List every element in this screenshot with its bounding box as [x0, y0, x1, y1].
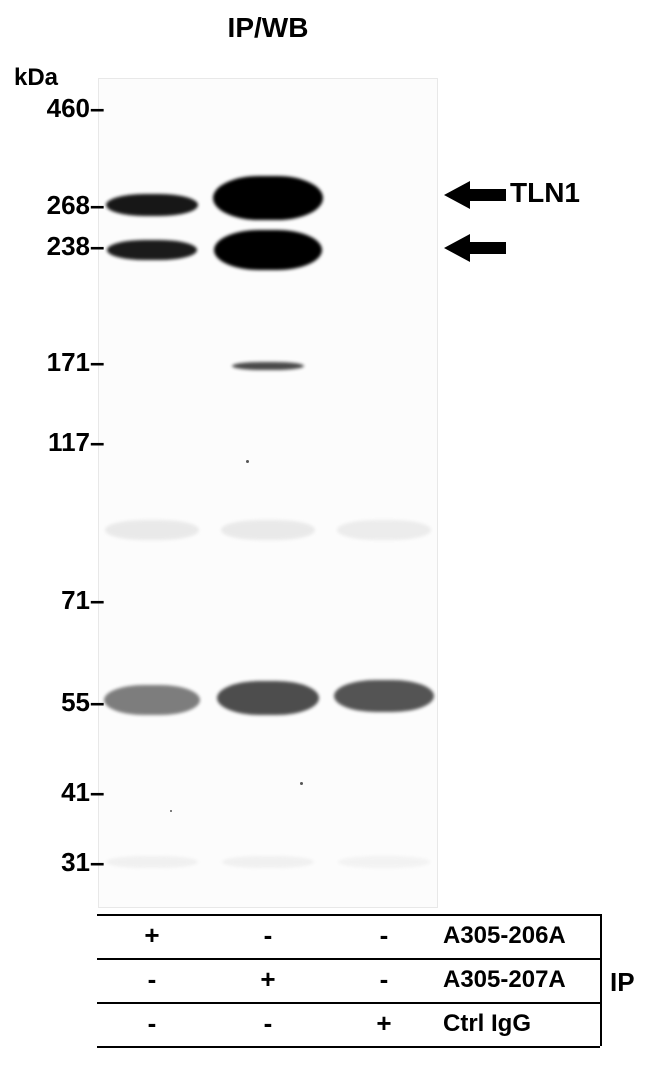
lane-cell: -: [366, 964, 402, 995]
western-blot-figure: IP/WB kDa 460– 268– 238– 171– 117– 71– 55– 41– 3…: [0, 0, 650, 1071]
mw-tick-label: 71: [61, 585, 90, 615]
lane-cell: -: [250, 920, 286, 951]
blot-band: [106, 194, 198, 216]
lane-table-rule: [97, 1002, 600, 1004]
mw-tick: 41–: [0, 777, 104, 808]
lane-cell: +: [366, 1008, 402, 1039]
blot-band: [104, 685, 200, 715]
blot-band: [214, 230, 322, 270]
mw-tick-label: 117: [48, 427, 90, 457]
lane-cell: -: [250, 1008, 286, 1039]
blot-band: [222, 856, 314, 868]
artifact-speck: [246, 460, 249, 463]
ip-lane-table: + - - A305-206A - + - A305-207A - - + Ctrl IgG IP: [0, 914, 650, 1052]
kda-axis-label: kDa: [14, 64, 58, 92]
target-protein-label: TLN1: [510, 177, 580, 209]
lane-cell: +: [134, 920, 170, 951]
blot-band: [337, 520, 431, 540]
artifact-speck: [170, 810, 172, 812]
mw-tick: 460–: [0, 93, 104, 124]
mw-tick-label: 238: [47, 231, 90, 261]
lane-table-rule: [97, 1046, 600, 1048]
group-label: IP: [610, 967, 635, 998]
arrow-icon: [444, 179, 506, 211]
arrow-icon: [444, 232, 506, 264]
lane-table-rule: [97, 914, 600, 916]
lane-cell: -: [134, 1008, 170, 1039]
blot-band: [334, 680, 434, 712]
blot-band: [107, 240, 197, 260]
artifact-speck: [300, 782, 303, 785]
blot-band: [106, 856, 198, 868]
blot-band: [217, 681, 319, 715]
blot-band: [105, 520, 199, 540]
mw-tick: 171–: [0, 347, 104, 378]
mw-tick: 117–: [0, 427, 104, 458]
blot-band: [338, 856, 430, 868]
figure-title: IP/WB: [98, 12, 438, 44]
mw-tick: 55–: [0, 687, 104, 718]
mw-tick: 71–: [0, 585, 104, 616]
lane-cell: -: [366, 920, 402, 951]
blot-band: [213, 176, 323, 220]
lane-cell: +: [250, 964, 286, 995]
lane-row-label: Ctrl IgG: [443, 1010, 531, 1038]
mw-tick-label: 460: [47, 93, 90, 123]
lane-table-rule: [97, 958, 600, 960]
mw-tick-label: 268: [47, 190, 90, 220]
mw-tick: 268–: [0, 190, 104, 221]
lane-cell: -: [134, 964, 170, 995]
lane-row-label: A305-207A: [443, 966, 566, 994]
blot-band: [221, 520, 315, 540]
mw-tick-label: 41: [61, 777, 90, 807]
group-bracket: [600, 914, 602, 1046]
mw-tick: 31–: [0, 847, 104, 878]
mw-tick-label: 55: [61, 687, 90, 717]
blot-band: [232, 362, 304, 370]
mw-tick: 238–: [0, 231, 104, 262]
lane-row-label: A305-206A: [443, 922, 566, 950]
mw-tick-label: 31: [61, 847, 90, 877]
mw-tick-label: 171: [47, 347, 90, 377]
